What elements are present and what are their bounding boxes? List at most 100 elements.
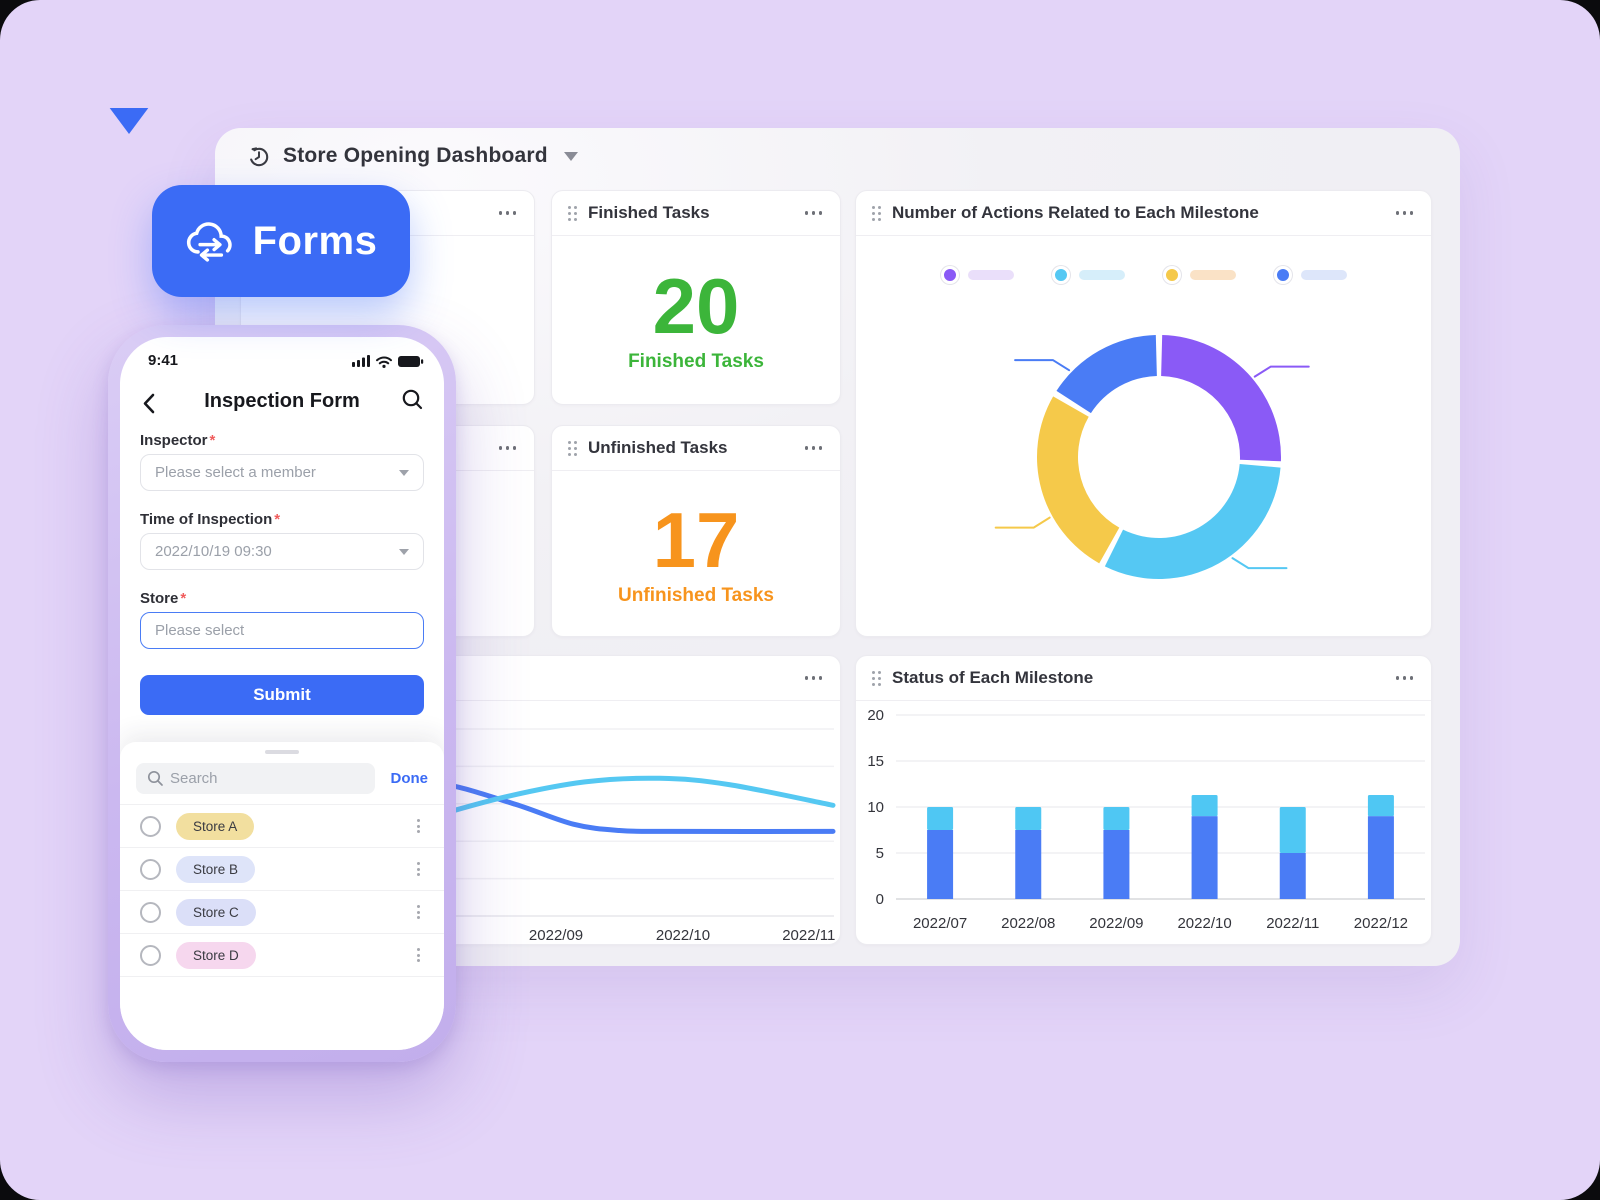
store-option-row[interactable]: Store D bbox=[120, 934, 444, 977]
kebab-menu-icon[interactable] bbox=[413, 858, 424, 880]
search-icon bbox=[402, 389, 423, 410]
unfinished-tasks-label: Unfinished Tasks bbox=[618, 584, 774, 606]
svg-text:2022/09: 2022/09 bbox=[1089, 915, 1143, 932]
timer-icon bbox=[249, 147, 269, 167]
kebab-menu-icon[interactable] bbox=[413, 901, 424, 923]
select-caret-icon bbox=[399, 548, 409, 555]
phone-screen: 9:41 bbox=[120, 337, 444, 1050]
phone-header: Inspection Form bbox=[120, 381, 444, 423]
submit-button[interactable]: Submit bbox=[140, 675, 424, 715]
svg-text:2022/11: 2022/11 bbox=[782, 927, 835, 944]
svg-text:0: 0 bbox=[876, 891, 884, 908]
drag-handle-icon[interactable] bbox=[568, 440, 577, 456]
store-options-list: Store A Store B Store C bbox=[120, 804, 444, 977]
status-time: 9:41 bbox=[148, 352, 179, 369]
card-milestone-status: Status of Each Milestone 0 5 10 15 20 2022/07… bbox=[855, 655, 1432, 945]
card-title: Finished Tasks bbox=[588, 203, 710, 222]
ellipsis-menu-icon[interactable] bbox=[1394, 670, 1416, 686]
phone-mockup: 9:41 bbox=[108, 325, 456, 1062]
chevron-left-icon bbox=[143, 393, 155, 414]
time-select-value: 2022/10/19 09:30 bbox=[155, 543, 272, 560]
legend-swatch bbox=[1162, 266, 1181, 284]
done-button[interactable]: Done bbox=[390, 770, 429, 787]
inspector-select[interactable]: Please select a member bbox=[140, 454, 424, 491]
dashboard-title: Store Opening Dashboard bbox=[283, 144, 548, 167]
finished-tasks-label: Finished Tasks bbox=[628, 351, 764, 372]
inspector-label: Inspector * bbox=[140, 432, 216, 449]
forms-bubble-tail bbox=[109, 108, 149, 134]
finished-tasks-value: 20 bbox=[652, 262, 740, 350]
store-pill: Store D bbox=[176, 941, 256, 969]
search-button[interactable] bbox=[401, 388, 424, 416]
wifi-icon bbox=[376, 356, 392, 365]
svg-text:10: 10 bbox=[867, 799, 884, 816]
svg-text:15: 15 bbox=[867, 753, 884, 770]
svg-text:2022/09: 2022/09 bbox=[529, 927, 583, 944]
card-milestone-actions: Number of Actions Related to Each Milest… bbox=[855, 190, 1432, 637]
card-unfinished-tasks: Unfinished Tasks 17 Unfinished Tasks bbox=[551, 425, 841, 637]
legend-item bbox=[1273, 266, 1347, 284]
store-pill: Store B bbox=[176, 855, 256, 883]
store-select-value: Please select bbox=[155, 622, 245, 639]
title-dropdown-caret-icon[interactable] bbox=[563, 151, 578, 161]
kebab-menu-icon[interactable] bbox=[413, 815, 424, 837]
required-asterisk: * bbox=[274, 511, 281, 528]
legend-swatch bbox=[940, 266, 959, 284]
required-asterisk: * bbox=[209, 432, 216, 449]
ellipsis-menu-icon[interactable] bbox=[1394, 205, 1416, 221]
store-option-row[interactable]: Store A bbox=[120, 805, 444, 848]
store-select[interactable]: Please select bbox=[140, 612, 424, 649]
legend-item bbox=[1051, 266, 1125, 284]
ellipsis-menu-icon[interactable] bbox=[497, 205, 519, 221]
status-icons bbox=[352, 354, 424, 374]
ellipsis-menu-icon[interactable] bbox=[803, 205, 825, 221]
svg-text:2022/10: 2022/10 bbox=[656, 927, 710, 944]
store-pill: Store A bbox=[176, 812, 255, 840]
kebab-menu-icon[interactable] bbox=[413, 944, 424, 966]
cellular-signal-icon bbox=[352, 355, 370, 367]
svg-text:2022/11: 2022/11 bbox=[1266, 915, 1319, 932]
milestone-status-bar-chart: 0 5 10 15 20 2022/07 2022/08 2022/09 2022/10 2022… bbox=[867, 707, 1425, 932]
legend-pill bbox=[1078, 270, 1125, 280]
legend-item bbox=[1162, 266, 1236, 284]
radio-button[interactable] bbox=[140, 944, 161, 966]
svg-text:2022/07: 2022/07 bbox=[913, 915, 967, 932]
svg-text:2022/10: 2022/10 bbox=[1177, 915, 1231, 932]
back-button[interactable] bbox=[138, 389, 159, 423]
drag-handle-icon[interactable] bbox=[568, 205, 577, 221]
legend-swatch bbox=[1273, 266, 1292, 284]
radio-button[interactable] bbox=[140, 815, 161, 837]
unfinished-tasks-value: 17 bbox=[652, 495, 740, 584]
store-option-row[interactable]: Store C bbox=[120, 891, 444, 934]
radio-button[interactable] bbox=[140, 858, 161, 880]
card-title: Number of Actions Related to Each Milest… bbox=[892, 203, 1259, 222]
legend-swatch bbox=[1051, 266, 1070, 284]
drag-handle-icon[interactable] bbox=[872, 670, 881, 686]
store-option-row[interactable]: Store B bbox=[120, 848, 444, 891]
time-select[interactable]: 2022/10/19 09:30 bbox=[140, 533, 424, 570]
svg-text:20: 20 bbox=[867, 707, 884, 724]
store-label: Store * bbox=[140, 590, 187, 607]
ellipsis-menu-icon[interactable] bbox=[803, 440, 825, 456]
sheet-search-field[interactable] bbox=[136, 763, 375, 794]
ellipsis-menu-icon[interactable] bbox=[497, 440, 519, 456]
ellipsis-menu-icon[interactable] bbox=[803, 670, 825, 686]
time-label: Time of Inspection * bbox=[140, 511, 281, 528]
card-finished-tasks: Finished Tasks 20 Finished Tasks bbox=[551, 190, 841, 405]
donut-legend bbox=[856, 266, 1431, 284]
select-caret-icon bbox=[399, 469, 409, 476]
svg-text:2022/08: 2022/08 bbox=[1001, 915, 1055, 932]
store-pill: Store C bbox=[176, 898, 256, 926]
drag-handle-icon[interactable] bbox=[872, 205, 881, 221]
legend-item bbox=[940, 266, 1014, 284]
svg-text:2022/12: 2022/12 bbox=[1354, 915, 1408, 932]
card-title: Status of Each Milestone bbox=[892, 668, 1094, 687]
inspector-select-value: Please select a member bbox=[155, 464, 316, 481]
store-picker-sheet: Done Store A Store B Stor bbox=[120, 742, 444, 1050]
battery-icon bbox=[398, 356, 424, 367]
sheet-drag-handle[interactable] bbox=[265, 750, 299, 754]
svg-text:5: 5 bbox=[876, 845, 884, 862]
sheet-search-input[interactable] bbox=[136, 763, 375, 794]
radio-button[interactable] bbox=[140, 901, 161, 923]
